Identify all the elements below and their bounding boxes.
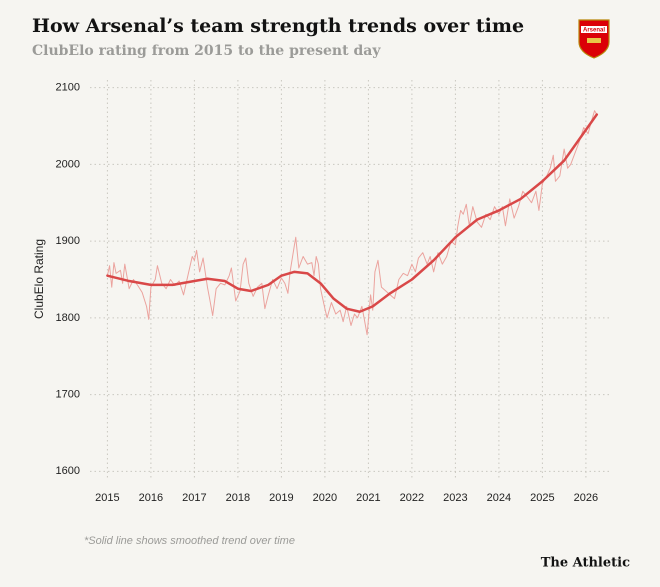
x-tick-label: 2026 bbox=[574, 492, 598, 504]
y-tick-label: 1800 bbox=[56, 312, 80, 324]
x-tick-label: 2024 bbox=[487, 492, 511, 504]
y-tick-label: 1900 bbox=[56, 235, 80, 247]
x-tick-label: 2023 bbox=[443, 492, 467, 504]
x-tick-label: 2017 bbox=[182, 492, 206, 504]
crest-cannon bbox=[587, 38, 601, 43]
y-tick-label: 2000 bbox=[56, 158, 80, 170]
club-crest: Arsenal bbox=[578, 19, 610, 59]
x-tick-label: 2022 bbox=[400, 492, 424, 504]
crest-text: Arsenal bbox=[583, 27, 605, 33]
crest-band bbox=[581, 26, 607, 33]
trend-line bbox=[106, 113, 599, 313]
y-tick-label: 2100 bbox=[56, 82, 80, 94]
y-tick-label: 1700 bbox=[56, 389, 80, 401]
y-tick-label: 1600 bbox=[56, 465, 80, 477]
x-tick-label: 2019 bbox=[269, 492, 293, 504]
x-tick-label: 2020 bbox=[313, 492, 337, 504]
source-brand: The Athletic bbox=[541, 556, 630, 571]
y-axis-label: ClubElo Rating bbox=[32, 239, 46, 319]
x-tick-label: 2018 bbox=[226, 492, 250, 504]
chart-subtitle: ClubElo rating from 2015 to the present … bbox=[32, 43, 381, 59]
x-tick-label: 2021 bbox=[356, 492, 380, 504]
x-tick-label: 2016 bbox=[139, 492, 163, 504]
chart-title: How Arsenal’s team strength trends over … bbox=[32, 15, 524, 37]
footnote: *Solid line shows smoothed trend over ti… bbox=[84, 535, 295, 547]
x-tick-label: 2015 bbox=[95, 492, 119, 504]
x-tick-label: 2025 bbox=[530, 492, 554, 504]
